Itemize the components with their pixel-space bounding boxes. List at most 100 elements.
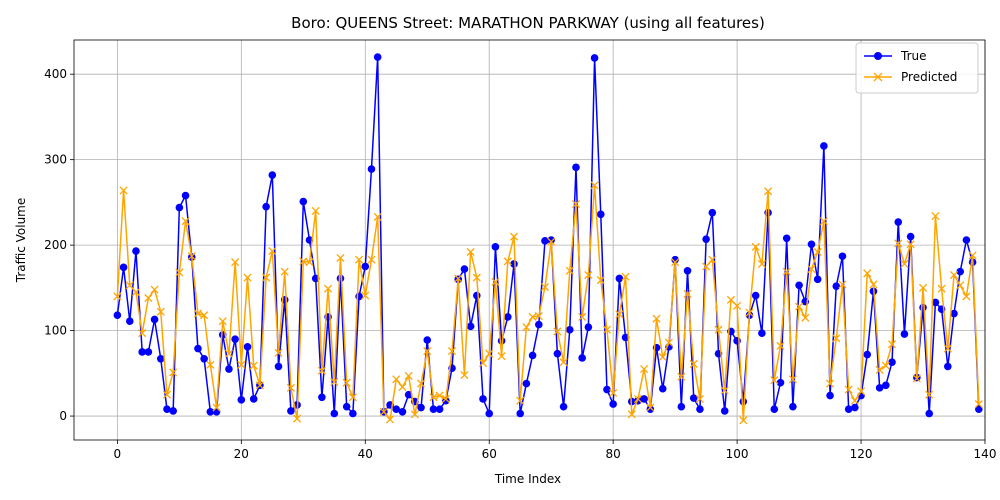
x-tick-label: 60 bbox=[482, 447, 497, 461]
predicted-data-point bbox=[200, 311, 209, 320]
predicted-data-point bbox=[962, 292, 971, 301]
predicted-data-point bbox=[416, 379, 426, 388]
predicted-data-point bbox=[708, 255, 717, 264]
predicted-data-point bbox=[906, 240, 915, 249]
predicted-series-line bbox=[116, 184, 980, 422]
predicted-data-point bbox=[553, 327, 562, 336]
x-tick-label: 0 bbox=[114, 447, 122, 461]
x-axis-label: Time Index bbox=[494, 472, 561, 486]
true-data-point bbox=[336, 274, 345, 283]
true-data-point bbox=[442, 396, 450, 405]
true-data-point bbox=[640, 395, 648, 403]
predicted-data-point bbox=[355, 255, 364, 264]
predicted-data-point bbox=[956, 281, 965, 290]
legend-true-marker bbox=[874, 52, 882, 60]
predicted-data-point bbox=[925, 390, 934, 399]
predicted-data-point bbox=[547, 237, 556, 246]
predicted-data-point bbox=[243, 273, 252, 282]
true-data-point bbox=[584, 323, 593, 331]
predicted-data-point bbox=[596, 276, 605, 285]
predicted-data-point bbox=[590, 181, 599, 190]
true-data-point bbox=[894, 218, 903, 226]
true-data-point bbox=[125, 317, 134, 325]
predicted-data-point bbox=[949, 270, 959, 280]
predicted-data-point bbox=[813, 247, 822, 257]
predicted-data-point bbox=[633, 394, 643, 404]
predicted-data-point bbox=[175, 268, 184, 277]
predicted-data-point bbox=[764, 187, 773, 196]
true-data-point bbox=[373, 53, 382, 61]
predicted-data-point bbox=[739, 416, 748, 425]
predicted-data-point bbox=[745, 308, 754, 317]
true-data-point bbox=[249, 395, 258, 403]
predicted-data-point bbox=[702, 262, 711, 271]
true-data-point bbox=[522, 379, 531, 388]
predicted-data-point bbox=[782, 267, 791, 276]
true-data-point bbox=[231, 335, 239, 343]
predicted-data-point bbox=[367, 255, 376, 264]
predicted-data-point bbox=[125, 281, 134, 290]
predicted-data-point bbox=[237, 360, 246, 369]
predicted-data-point bbox=[714, 325, 723, 334]
predicted-data-point bbox=[894, 239, 903, 248]
true-data-point bbox=[225, 365, 233, 373]
true-data-point bbox=[782, 234, 791, 243]
predicted-data-point bbox=[664, 338, 673, 347]
true-data-point bbox=[547, 236, 555, 244]
predicted-data-point bbox=[832, 334, 841, 343]
legend-true-label: True bbox=[900, 49, 927, 63]
true-data-point bbox=[702, 235, 710, 243]
true-data-point bbox=[497, 337, 506, 345]
true-data-point bbox=[900, 330, 909, 338]
x-tick-label: 40 bbox=[358, 447, 373, 461]
predicted-data-point bbox=[342, 378, 351, 387]
predicted-data-point bbox=[850, 396, 859, 405]
predicted-data-point bbox=[119, 186, 128, 195]
predicted-data-point bbox=[447, 347, 457, 356]
true-data-point bbox=[460, 265, 469, 273]
true-data-point bbox=[274, 362, 283, 371]
predicted-data-point bbox=[441, 394, 450, 404]
true-data-point bbox=[132, 247, 140, 255]
true-data-point bbox=[435, 405, 444, 414]
predicted-data-point bbox=[652, 314, 661, 323]
true-data-point bbox=[962, 236, 971, 244]
predicted-data-point bbox=[330, 377, 339, 386]
predicted-data-point bbox=[156, 307, 165, 316]
predicted-data-point bbox=[286, 383, 295, 392]
true-data-point bbox=[553, 349, 562, 358]
true-data-point bbox=[156, 355, 165, 363]
true-data-point bbox=[658, 384, 667, 393]
true-data-point bbox=[169, 407, 177, 415]
true-data-point bbox=[429, 405, 438, 414]
predicted-data-point bbox=[627, 410, 636, 419]
true-data-point bbox=[770, 405, 779, 414]
chart-title: Boro: QUEENS Street: MARATHON PARKWAY (u… bbox=[291, 14, 765, 32]
true-data-point bbox=[299, 197, 308, 206]
true-data-point bbox=[882, 381, 890, 390]
predicted-data-point bbox=[497, 352, 506, 361]
predicted-data-point bbox=[931, 212, 940, 221]
true-data-point bbox=[578, 354, 586, 362]
y-tick-label: 200 bbox=[44, 238, 67, 252]
true-data-point bbox=[212, 407, 221, 416]
true-data-point bbox=[163, 405, 171, 414]
true-data-point bbox=[844, 405, 853, 414]
true-data-point bbox=[683, 266, 692, 275]
predicted-data-point bbox=[268, 247, 277, 256]
predicted-data-point bbox=[404, 371, 413, 380]
true-data-point bbox=[318, 393, 326, 402]
true-data-point bbox=[541, 237, 549, 245]
predicted-data-point bbox=[218, 317, 227, 326]
true-data-point bbox=[572, 163, 580, 172]
true-data-point bbox=[758, 329, 766, 337]
predicted-data-point bbox=[733, 301, 742, 310]
legend-predicted-marker bbox=[873, 72, 883, 82]
predicted-data-point bbox=[534, 312, 543, 321]
true-data-point bbox=[473, 291, 481, 300]
true-data-point bbox=[479, 395, 487, 403]
predicted-data-point bbox=[423, 347, 432, 356]
true-data-point bbox=[342, 402, 351, 411]
true-data-point bbox=[826, 391, 834, 400]
true-data-point bbox=[559, 402, 568, 411]
